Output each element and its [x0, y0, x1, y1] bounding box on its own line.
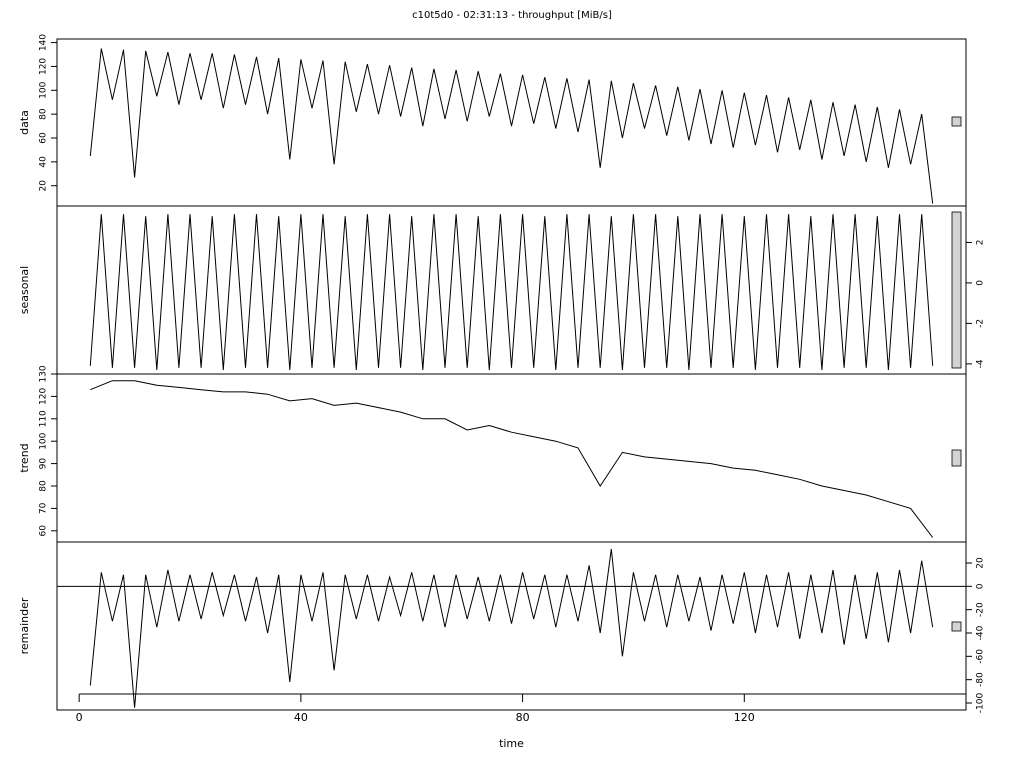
panel-frame: [56, 373, 967, 543]
panel-frame: [56, 38, 967, 207]
y-tick-label: 60: [39, 525, 49, 537]
y-tick-label: -40: [976, 625, 986, 640]
series-line: [89, 214, 934, 371]
y-tick-label: 110: [39, 410, 49, 427]
x-axis-label: time: [499, 737, 524, 750]
y-tick-label: -20: [976, 602, 986, 617]
panel-frame: [56, 541, 967, 711]
scale-box: [951, 621, 962, 632]
scale-box: [951, 211, 962, 369]
y-tick-label: 60: [39, 132, 49, 144]
y-tick-label: 0: [976, 583, 986, 589]
y-tick-label: -2: [976, 319, 986, 328]
y-tick-label: -100: [976, 693, 986, 714]
y-tick-label: 130: [39, 365, 49, 382]
y-axis-label: trend: [18, 443, 31, 472]
y-tick-label: -60: [976, 649, 986, 664]
y-tick-label: 80: [39, 480, 49, 492]
y-tick-label: 70: [39, 502, 49, 514]
scale-box: [951, 449, 962, 467]
y-tick-label: 0: [976, 280, 986, 286]
y-tick-label: 100: [39, 432, 49, 449]
y-tick-label: 140: [39, 34, 49, 51]
y-tick-label: 120: [39, 58, 49, 75]
y-tick-label: 90: [39, 458, 49, 470]
scale-boxes: [951, 116, 962, 632]
y-tick-label: 100: [39, 81, 49, 98]
series-line: [90, 380, 934, 538]
series-line: [89, 48, 934, 204]
y-tick-label: 80: [39, 108, 49, 120]
scale-box: [951, 116, 962, 127]
y-tick-label: 20: [39, 180, 49, 192]
series-line: [89, 548, 934, 708]
y-axis-label: remainder: [18, 597, 31, 654]
x-tick-label: 120: [734, 711, 755, 724]
x-tick-label: 0: [76, 711, 83, 724]
y-tick-label: -4: [976, 359, 986, 368]
panel-frame: [56, 205, 967, 375]
y-tick-label: 20: [976, 557, 986, 569]
chart-title: c10t5d0 - 02:31:13 - throughput [MiB/s]: [412, 10, 612, 21]
y-axis-label: data: [18, 110, 31, 135]
y-tick-label: 2: [976, 240, 986, 246]
y-tick-label: 40: [39, 156, 49, 168]
x-tick-label: 80: [516, 711, 530, 724]
y-tick-label: -80: [976, 672, 986, 687]
x-tick-label: 40: [294, 711, 308, 724]
y-tick-label: 120: [39, 388, 49, 405]
y-axis-label: seasonal: [18, 266, 31, 314]
